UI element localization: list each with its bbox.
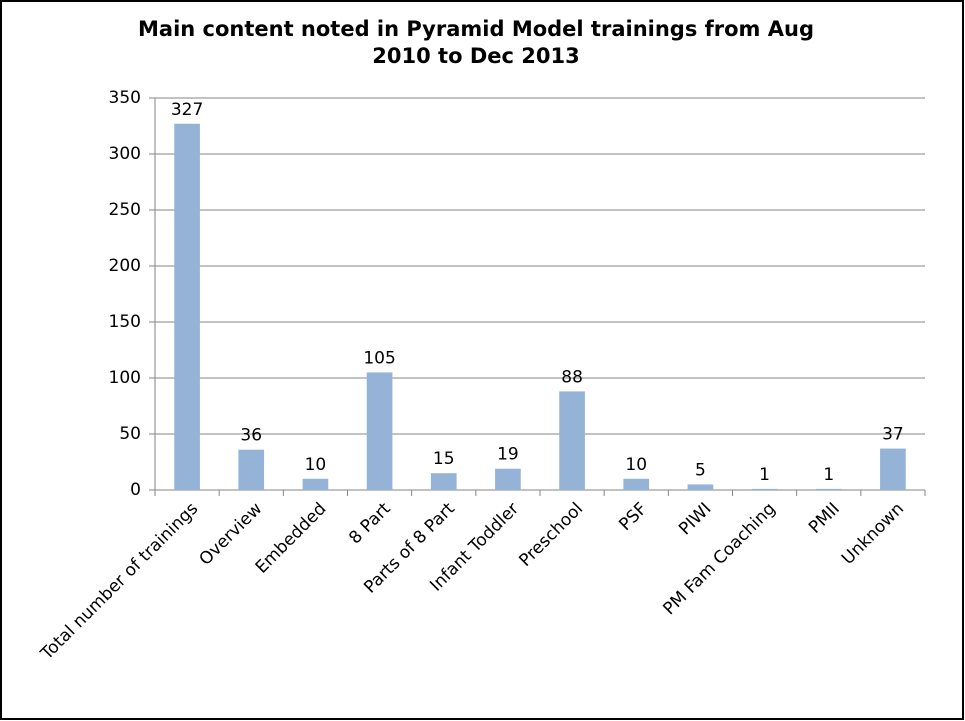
chart-title: Main content noted in Pyramid Model trai… [138, 17, 814, 68]
y-tick-label: 350 [109, 88, 141, 108]
data-label: 88 [561, 367, 583, 387]
bar [751, 488, 778, 490]
bar [495, 468, 521, 490]
bar [687, 484, 714, 490]
data-label: 15 [433, 449, 455, 469]
x-tick-label: Total number of trainings [36, 499, 202, 665]
y-tick-label: 100 [109, 368, 141, 388]
y-tick-label: 300 [109, 144, 141, 164]
bar [238, 449, 265, 490]
y-tick-label: 250 [109, 200, 141, 220]
data-label: 1 [823, 465, 834, 485]
data-label: 37 [882, 425, 904, 445]
x-tick-label: 8 Part [345, 499, 395, 549]
bar [559, 391, 585, 490]
data-label: 105 [363, 348, 395, 368]
y-tick-label: 50 [119, 424, 141, 444]
bar [174, 123, 200, 490]
y-tick-label: 0 [130, 480, 141, 500]
x-tick-label: PM Fam Coaching [659, 499, 779, 619]
data-label: 5 [695, 460, 706, 480]
bar [815, 488, 842, 490]
data-label: 36 [240, 426, 262, 446]
bar [302, 478, 329, 490]
data-label: 1 [759, 465, 770, 485]
x-tick-label: Preschool [515, 499, 587, 571]
bar [366, 372, 393, 490]
data-label: 10 [305, 455, 327, 475]
data-label: 19 [497, 445, 519, 465]
x-tick-label: Unknown [838, 499, 908, 569]
x-tick-label: PSF [615, 499, 651, 535]
bar [430, 473, 457, 490]
data-label: 327 [171, 100, 203, 120]
x-tick-label: PMII [805, 499, 844, 538]
y-tick-label: 200 [109, 256, 141, 276]
y-tick-label: 150 [109, 312, 141, 332]
x-tick-label: PIWI [675, 499, 715, 539]
data-label: 10 [625, 455, 647, 475]
bar [623, 478, 650, 490]
bar [880, 448, 906, 490]
